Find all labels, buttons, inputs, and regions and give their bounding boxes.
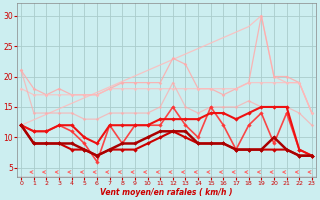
X-axis label: Vent moyen/en rafales ( km/h ): Vent moyen/en rafales ( km/h ) — [100, 188, 233, 197]
